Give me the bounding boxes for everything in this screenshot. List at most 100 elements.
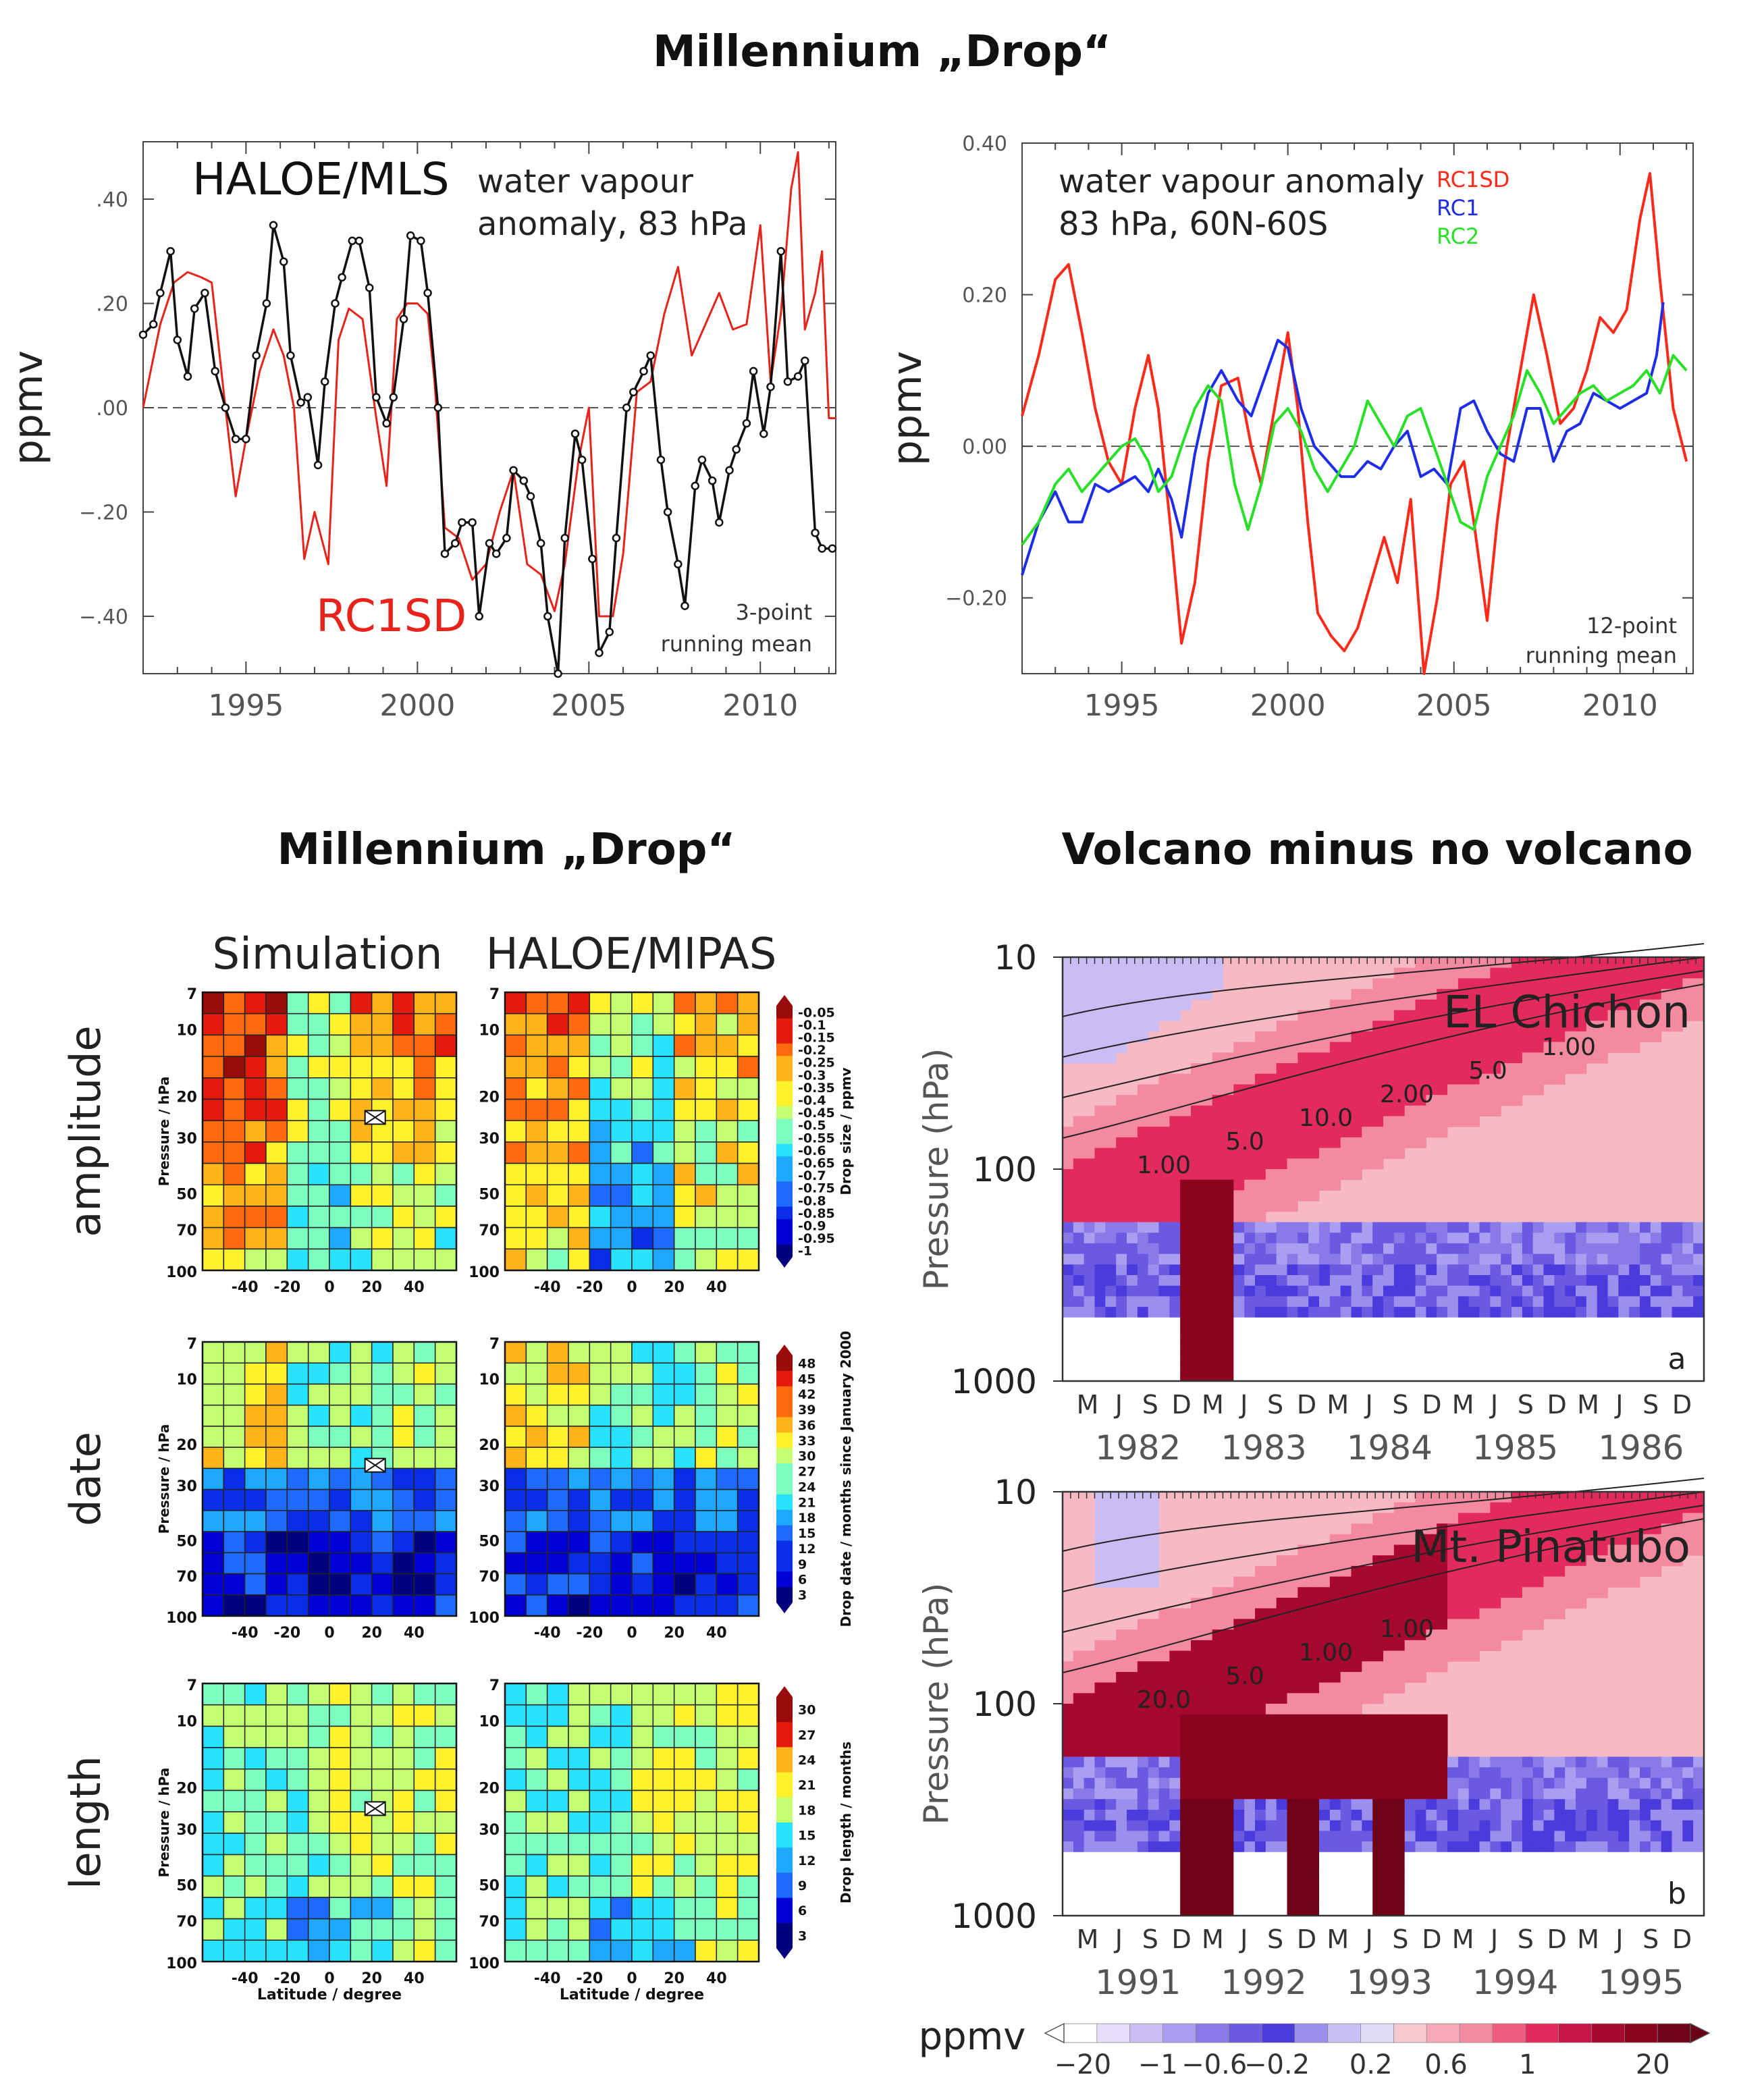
heatmap-cell: [1116, 1841, 1127, 1853]
heatmap-cell: [1351, 1116, 1362, 1127]
heatmap-cell: [392, 1077, 415, 1100]
heatmap-cell: [1565, 1852, 1576, 1863]
colorbar-arrow: [776, 1948, 793, 1959]
heatmap-cell: [265, 1918, 288, 1941]
heatmap-cell: [1586, 1317, 1598, 1328]
heatmap-cell: [1543, 1253, 1555, 1265]
heatmap-cell: [202, 1531, 225, 1554]
heatmap-cell: [737, 1747, 759, 1770]
heatmap-cell: [1607, 1285, 1619, 1297]
heatmap-cell: [1201, 1285, 1213, 1297]
heatmap-cell: [1329, 1073, 1341, 1085]
heatmap-cell: [1501, 999, 1512, 1010]
heatmap-cell: [1576, 1328, 1587, 1339]
heatmap-cell: [1180, 1253, 1192, 1265]
heatmap-cell: [371, 1488, 394, 1511]
heatmap-cell: [1383, 1513, 1395, 1524]
heatmap-cell: [1404, 1820, 1416, 1831]
heatmap-cell: [1084, 1349, 1095, 1361]
heatmap-cell: [1650, 1534, 1662, 1545]
heatmap-cell: [1233, 1650, 1245, 1662]
heatmap-cell: [1201, 1349, 1213, 1361]
y-tick-label: 70: [176, 1914, 197, 1931]
heatmap-cell: [1447, 1852, 1459, 1863]
heatmap-cell: [1415, 1021, 1426, 1032]
heatmap-cell: [1543, 1608, 1555, 1619]
heatmap-cell: [546, 992, 569, 1015]
heatmap-cell: [1362, 1544, 1373, 1556]
heatmap-cell: [716, 1594, 739, 1617]
heatmap-cell: [1597, 1810, 1608, 1821]
heatmap-cell: [1201, 1629, 1213, 1641]
heatmap-cell: [1468, 1349, 1480, 1361]
heatmap-cell: [1169, 999, 1181, 1010]
heatmap-cell: [1607, 1233, 1619, 1244]
heatmap-cell: [1426, 1275, 1437, 1287]
heatmap-cell: [1447, 1873, 1459, 1885]
heatmap-cell: [1265, 1243, 1277, 1255]
heatmap-cell: [1244, 1116, 1256, 1127]
heatmap-cell: [1105, 1148, 1117, 1159]
heatmap-cell: [1084, 1031, 1095, 1043]
heatmap-cell: [1244, 1650, 1256, 1662]
heatmap-cell: [434, 1077, 457, 1100]
heatmap-cell: [1362, 1714, 1373, 1725]
heatmap-cell: [1693, 1852, 1705, 1863]
heatmap-cell: [265, 1226, 288, 1250]
x-tick-label: -20: [273, 1970, 300, 1987]
heatmap-cell: [673, 1141, 696, 1164]
heatmap-cell: [1127, 1253, 1138, 1265]
heatmap-cell: [1479, 1317, 1491, 1328]
heatmap-cell: [1105, 1021, 1117, 1032]
heatmap-cell: [1576, 1285, 1587, 1297]
heatmap-cell: [1468, 1328, 1480, 1339]
heatmap-cell: [1244, 1799, 1256, 1810]
heatmap-cell: [1329, 1328, 1341, 1339]
heatmap-cell: [371, 1034, 394, 1057]
heatmap-cell: [546, 1594, 569, 1617]
heatmap-cell: [1265, 1788, 1277, 1800]
heatmap-cell: [1490, 1608, 1501, 1619]
heatmap-cell: [1073, 1201, 1085, 1212]
heatmap-cell: [1629, 1359, 1640, 1371]
heatmap-cell: [1063, 1211, 1074, 1222]
heatmap-cell: [1351, 1105, 1362, 1116]
heatmap-cell: [223, 1488, 246, 1511]
heatmap-cell: [1383, 1095, 1395, 1106]
heatmap-cell: [525, 1120, 548, 1143]
heatmap-cell: [1672, 1492, 1683, 1503]
heatmap-cell: [1137, 1021, 1149, 1032]
heatmap-cell: [1137, 1359, 1149, 1371]
heatmap-cell: [1693, 1777, 1705, 1789]
heatmap-cell: [1383, 989, 1395, 1000]
heatmap-cell: [1287, 1650, 1298, 1662]
heatmap-cell: [1223, 1862, 1234, 1874]
heatmap-cell: [286, 1467, 309, 1490]
heatmap-cell: [1191, 1704, 1202, 1715]
heatmap-cell: [1116, 1370, 1127, 1382]
heatmap-cell: [737, 1531, 759, 1554]
heatmap-cell: [1372, 1042, 1384, 1053]
heatmap-cell: [392, 1897, 415, 1920]
heatmap-cell: [1597, 1587, 1608, 1598]
x-tick-label: 40: [706, 1279, 727, 1296]
heatmap-cell: [1490, 1370, 1501, 1382]
heatmap-cell: [1415, 1714, 1426, 1725]
heatmap-cell: [504, 1447, 527, 1469]
colorbar-tick-label: 42: [798, 1387, 816, 1402]
y-tick-label: 20: [176, 1780, 197, 1797]
heatmap-cell: [265, 1531, 288, 1554]
heatmap-cell: [1607, 1243, 1619, 1255]
heatmap-cell: [1084, 1296, 1095, 1307]
y-tick-label: 70: [479, 1569, 500, 1586]
heatmap-cell: [1180, 1073, 1192, 1085]
heatmap-cell: [568, 1467, 591, 1490]
heatmap-cell: [1693, 1820, 1705, 1831]
heatmap-cell: [1607, 1031, 1619, 1043]
heatmap-cell: [1287, 1296, 1298, 1307]
heatmap-cell: [1383, 1105, 1395, 1116]
heatmap-cell: [1629, 1285, 1640, 1297]
heatmap-cell: [1063, 1285, 1074, 1297]
heatmap-cell: [525, 1552, 548, 1575]
heatmap-cell: [1640, 957, 1651, 969]
